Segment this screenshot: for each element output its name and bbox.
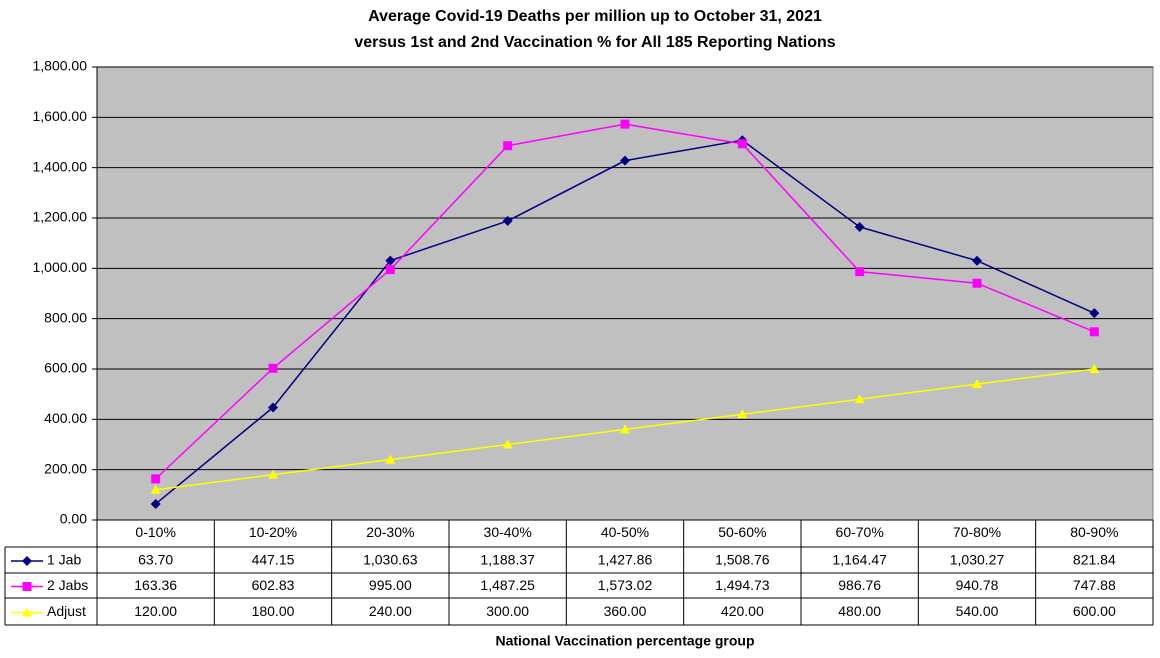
data-point bbox=[972, 278, 982, 288]
table-value: 360.00 bbox=[604, 603, 647, 619]
data-point bbox=[385, 265, 395, 275]
table-value: 821.84 bbox=[1073, 552, 1116, 568]
table-value: 986.76 bbox=[838, 577, 881, 593]
data-point bbox=[854, 394, 865, 404]
table-value: 540.00 bbox=[956, 603, 999, 619]
table-value: 180.00 bbox=[252, 603, 295, 619]
data-point bbox=[737, 409, 748, 419]
legend-label: Adjust bbox=[47, 603, 86, 619]
data-point bbox=[150, 498, 161, 509]
table-value: 163.36 bbox=[134, 577, 177, 593]
table-value: 1,508.76 bbox=[715, 552, 770, 568]
chart-title: versus 1st and 2nd Vaccination % for All… bbox=[354, 34, 835, 51]
legend-marker bbox=[22, 556, 32, 566]
table-value: 602.83 bbox=[252, 577, 295, 593]
legend-label: 2 Jabs bbox=[47, 577, 88, 593]
data-point bbox=[737, 139, 747, 149]
table-value: 240.00 bbox=[369, 603, 412, 619]
table-value: 1,487.25 bbox=[480, 577, 535, 593]
data-point bbox=[151, 474, 161, 484]
data-point bbox=[1089, 327, 1099, 337]
data-point bbox=[620, 155, 630, 166]
y-tick-label: 1,800.00 bbox=[33, 58, 88, 74]
x-tick-label: 30-40% bbox=[484, 524, 532, 540]
x-tick-label: 70-80% bbox=[953, 524, 1001, 540]
data-point bbox=[385, 454, 396, 464]
data-point bbox=[972, 255, 982, 266]
y-tick-label: 0.00 bbox=[60, 511, 87, 527]
legend-label: 1 Jab bbox=[47, 552, 81, 568]
x-tick-label: 20-30% bbox=[366, 524, 414, 540]
data-point bbox=[502, 215, 513, 226]
table-value: 120.00 bbox=[134, 603, 177, 619]
x-tick-label: 60-70% bbox=[836, 524, 884, 540]
y-tick-label: 600.00 bbox=[44, 360, 87, 376]
x-tick-label: 0-10% bbox=[135, 524, 175, 540]
legend-marker bbox=[22, 607, 32, 617]
table-value: 1,494.73 bbox=[715, 577, 770, 593]
x-tick-label: 50-60% bbox=[718, 524, 766, 540]
table-value: 1,427.86 bbox=[598, 552, 653, 568]
data-point bbox=[1089, 364, 1100, 373]
data-point bbox=[150, 484, 161, 494]
data-point bbox=[620, 424, 630, 434]
table-value: 1,030.27 bbox=[950, 552, 1005, 568]
data-point bbox=[502, 439, 513, 449]
data-point bbox=[855, 267, 865, 277]
table-value: 995.00 bbox=[369, 577, 412, 593]
table-value: 747.88 bbox=[1073, 577, 1116, 593]
data-point bbox=[268, 363, 278, 373]
table-value: 1,188.37 bbox=[480, 552, 535, 568]
data-point bbox=[620, 119, 630, 129]
y-tick-label: 1,400.00 bbox=[33, 158, 88, 174]
table-value: 1,573.02 bbox=[598, 577, 653, 593]
x-tick-label: 10-20% bbox=[249, 524, 297, 540]
table-value: 1,164.47 bbox=[832, 552, 887, 568]
chart-title: Average Covid-19 Deaths per million up t… bbox=[368, 8, 822, 25]
x-tick-label: 80-90% bbox=[1070, 524, 1118, 540]
y-tick-label: 400.00 bbox=[44, 410, 87, 426]
y-tick-label: 1,000.00 bbox=[33, 259, 88, 275]
y-tick-label: 800.00 bbox=[44, 309, 87, 325]
y-tick-label: 1,600.00 bbox=[33, 108, 88, 124]
legend-marker bbox=[22, 582, 32, 591]
plot-area bbox=[96, 66, 1154, 521]
data-point bbox=[268, 469, 278, 479]
data-point bbox=[503, 141, 513, 151]
table-value: 940.78 bbox=[956, 577, 999, 593]
data-point bbox=[972, 379, 982, 389]
table-value: 480.00 bbox=[838, 603, 881, 619]
table-value: 600.00 bbox=[1073, 603, 1116, 619]
table-value: 63.70 bbox=[138, 552, 173, 568]
table-value: 420.00 bbox=[721, 603, 764, 619]
x-tick-label: 40-50% bbox=[601, 524, 649, 540]
y-tick-label: 1,200.00 bbox=[33, 209, 88, 225]
data-point bbox=[268, 402, 278, 413]
y-tick-label: 200.00 bbox=[44, 460, 87, 476]
table-value: 300.00 bbox=[486, 603, 529, 619]
data-point bbox=[1089, 308, 1100, 319]
data-point bbox=[854, 221, 865, 232]
x-axis-title: National Vaccination percentage group bbox=[495, 633, 754, 649]
data-point bbox=[385, 255, 396, 266]
table-value: 1,030.63 bbox=[363, 552, 418, 568]
table-value: 447.15 bbox=[252, 552, 295, 568]
